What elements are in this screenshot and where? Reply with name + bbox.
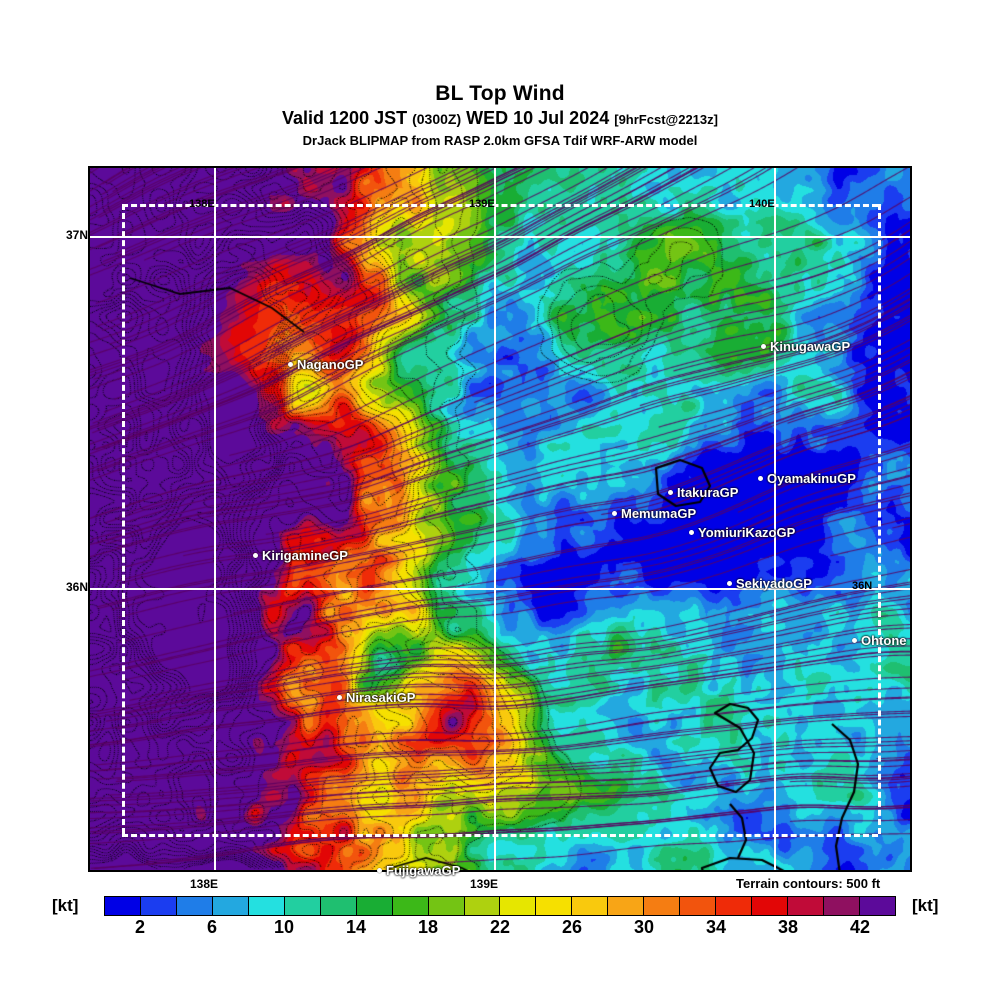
colorbar-cell-12 bbox=[536, 897, 573, 915]
valid-utc: (0300Z) bbox=[412, 111, 462, 127]
graticule-lon-139e bbox=[494, 168, 496, 870]
colorbar-tick-2: 2 bbox=[134, 917, 146, 937]
colorbar-tick-26: 26 bbox=[561, 917, 583, 937]
station-name: MemumaGP bbox=[621, 506, 697, 521]
domain-box-bottom bbox=[122, 834, 878, 837]
valid-line: Valid 1200 JST (0300Z) WED 10 Jul 2024 [… bbox=[0, 107, 1000, 131]
colorbar-cell-8 bbox=[392, 897, 429, 915]
title-block: BL Top Wind Valid 1200 JST (0300Z) WED 1… bbox=[0, 82, 1000, 150]
colorbar-cell-2 bbox=[176, 897, 213, 915]
station-marker-icon bbox=[727, 581, 732, 587]
station-label-oyamakinugp[interactable]: OyamakinuGP bbox=[758, 471, 856, 486]
colorbar-cell-0 bbox=[105, 897, 141, 915]
station-name: YomiuriKazoGP bbox=[698, 525, 796, 540]
station-marker-icon bbox=[337, 695, 342, 701]
colorbar-gradient bbox=[104, 896, 896, 916]
valid-date: WED 10 Jul 2024 bbox=[466, 108, 610, 128]
station-marker-icon bbox=[377, 868, 382, 874]
colorbar-cell-7 bbox=[356, 897, 393, 915]
domain-box-top bbox=[122, 204, 878, 207]
station-name: KinugawaGP bbox=[770, 339, 851, 354]
weather-map[interactable]: 138E 139E 140E 36N bbox=[88, 166, 912, 872]
station-label-nirasakigp[interactable]: NirasakiGP bbox=[337, 690, 415, 705]
graticule-lat-37n bbox=[90, 236, 910, 238]
wind-speed-raster bbox=[90, 168, 910, 870]
axis-label-lon-138e-bottom: 138E bbox=[190, 877, 219, 891]
graticule-lat-36n bbox=[90, 588, 910, 590]
station-marker-icon bbox=[288, 362, 293, 368]
colorbar-cell-20 bbox=[824, 897, 861, 915]
station-name: OyamakinuGP bbox=[767, 471, 856, 486]
station-marker-icon bbox=[612, 511, 617, 517]
station-name: FujigawaGP bbox=[386, 863, 461, 878]
colorbar-cell-9 bbox=[428, 897, 465, 915]
colorbar-tick-22: 22 bbox=[489, 917, 511, 937]
colorbar-tick-14: 14 bbox=[345, 917, 367, 937]
axis-label-lat-36n: 36N bbox=[66, 580, 89, 594]
colorbar-cell-5 bbox=[284, 897, 321, 915]
axis-label-lon-139e-bottom: 139E bbox=[470, 877, 499, 891]
colorbar-cell-16 bbox=[680, 897, 717, 915]
station-marker-icon bbox=[689, 530, 694, 536]
colorbar: [kt] [kt] 2 6 10 14 18 22 26 30 34 38 42 bbox=[0, 894, 1000, 944]
colorbar-tick-labels: 2 6 10 14 18 22 26 30 34 38 42 bbox=[104, 917, 896, 941]
station-name: SekiyadoGP bbox=[736, 576, 812, 591]
page-title: BL Top Wind bbox=[435, 82, 565, 105]
colorbar-cell-1 bbox=[140, 897, 177, 915]
colorbar-cell-13 bbox=[572, 897, 609, 915]
station-name: KirigamineGP bbox=[262, 548, 348, 563]
colorbar-unit-right: [kt] bbox=[912, 896, 939, 915]
colorbar-cell-19 bbox=[788, 897, 825, 915]
station-label-memumagp[interactable]: MemumaGP bbox=[612, 506, 696, 521]
map-label-lon-138e: 138E bbox=[189, 198, 215, 210]
colorbar-cell-18 bbox=[752, 897, 789, 915]
map-label-lon-140e: 140E bbox=[749, 198, 775, 210]
station-label-yomiurikazogp[interactable]: YomiuriKazoGP bbox=[689, 525, 795, 540]
station-name: Ohtone bbox=[861, 633, 907, 648]
colorbar-cell-10 bbox=[464, 897, 501, 915]
domain-box-right bbox=[878, 204, 881, 834]
colorbar-tick-42: 42 bbox=[849, 917, 871, 937]
station-label-itakuragp[interactable]: ItakuraGP bbox=[668, 485, 738, 500]
colorbar-cell-3 bbox=[212, 897, 249, 915]
colorbar-tick-34: 34 bbox=[705, 917, 727, 937]
station-name: NaganoGP bbox=[297, 357, 364, 372]
station-marker-icon bbox=[761, 344, 766, 350]
map-label-lon-139e: 139E bbox=[469, 198, 495, 210]
colorbar-tick-10: 10 bbox=[273, 917, 295, 937]
station-label-ohtone[interactable]: Ohtone bbox=[852, 633, 907, 648]
colorbar-tick-30: 30 bbox=[633, 917, 655, 937]
station-label-sekiyadogp[interactable]: SekiyadoGP bbox=[727, 576, 812, 591]
colorbar-cell-17 bbox=[716, 897, 753, 915]
axis-label-lat-37n: 37N bbox=[66, 228, 89, 242]
colorbar-tick-38: 38 bbox=[777, 917, 799, 937]
colorbar-unit-left: [kt] bbox=[52, 896, 79, 915]
station-marker-icon bbox=[668, 490, 673, 496]
colorbar-cell-6 bbox=[320, 897, 357, 915]
station-marker-icon bbox=[852, 638, 857, 644]
graticule-lon-140e bbox=[774, 168, 776, 870]
station-marker-icon bbox=[253, 553, 258, 559]
domain-box-left bbox=[122, 204, 125, 834]
colorbar-tick-6: 6 bbox=[206, 917, 218, 937]
station-name: ItakuraGP bbox=[677, 485, 739, 500]
station-label-naganogp[interactable]: NaganoGP bbox=[288, 357, 363, 372]
map-label-lat-36n-right: 36N bbox=[852, 580, 873, 592]
model-source-line: DrJack BLIPMAP from RASP 2.0km GFSA Tdif… bbox=[302, 133, 698, 148]
station-label-kinugawagp[interactable]: KinugawaGP bbox=[761, 339, 850, 354]
colorbar-cell-15 bbox=[644, 897, 681, 915]
graticule-lon-138e bbox=[214, 168, 216, 870]
colorbar-cell-4 bbox=[248, 897, 285, 915]
station-marker-icon bbox=[758, 476, 763, 482]
station-label-fujigawagp[interactable]: FujigawaGP bbox=[377, 863, 460, 878]
forecast-stamp: [9hrFcst@2213z] bbox=[614, 112, 718, 127]
colorbar-cell-11 bbox=[500, 897, 537, 915]
station-label-kirigaminegp[interactable]: KirigamineGP bbox=[253, 548, 348, 563]
valid-time: Valid 1200 JST bbox=[282, 108, 408, 128]
colorbar-tick-18: 18 bbox=[417, 917, 439, 937]
station-name: NirasakiGP bbox=[346, 690, 416, 705]
terrain-contour-note: Terrain contours: 500 ft bbox=[736, 876, 881, 891]
colorbar-cell-14 bbox=[608, 897, 645, 915]
colorbar-cell-21 bbox=[860, 897, 895, 915]
